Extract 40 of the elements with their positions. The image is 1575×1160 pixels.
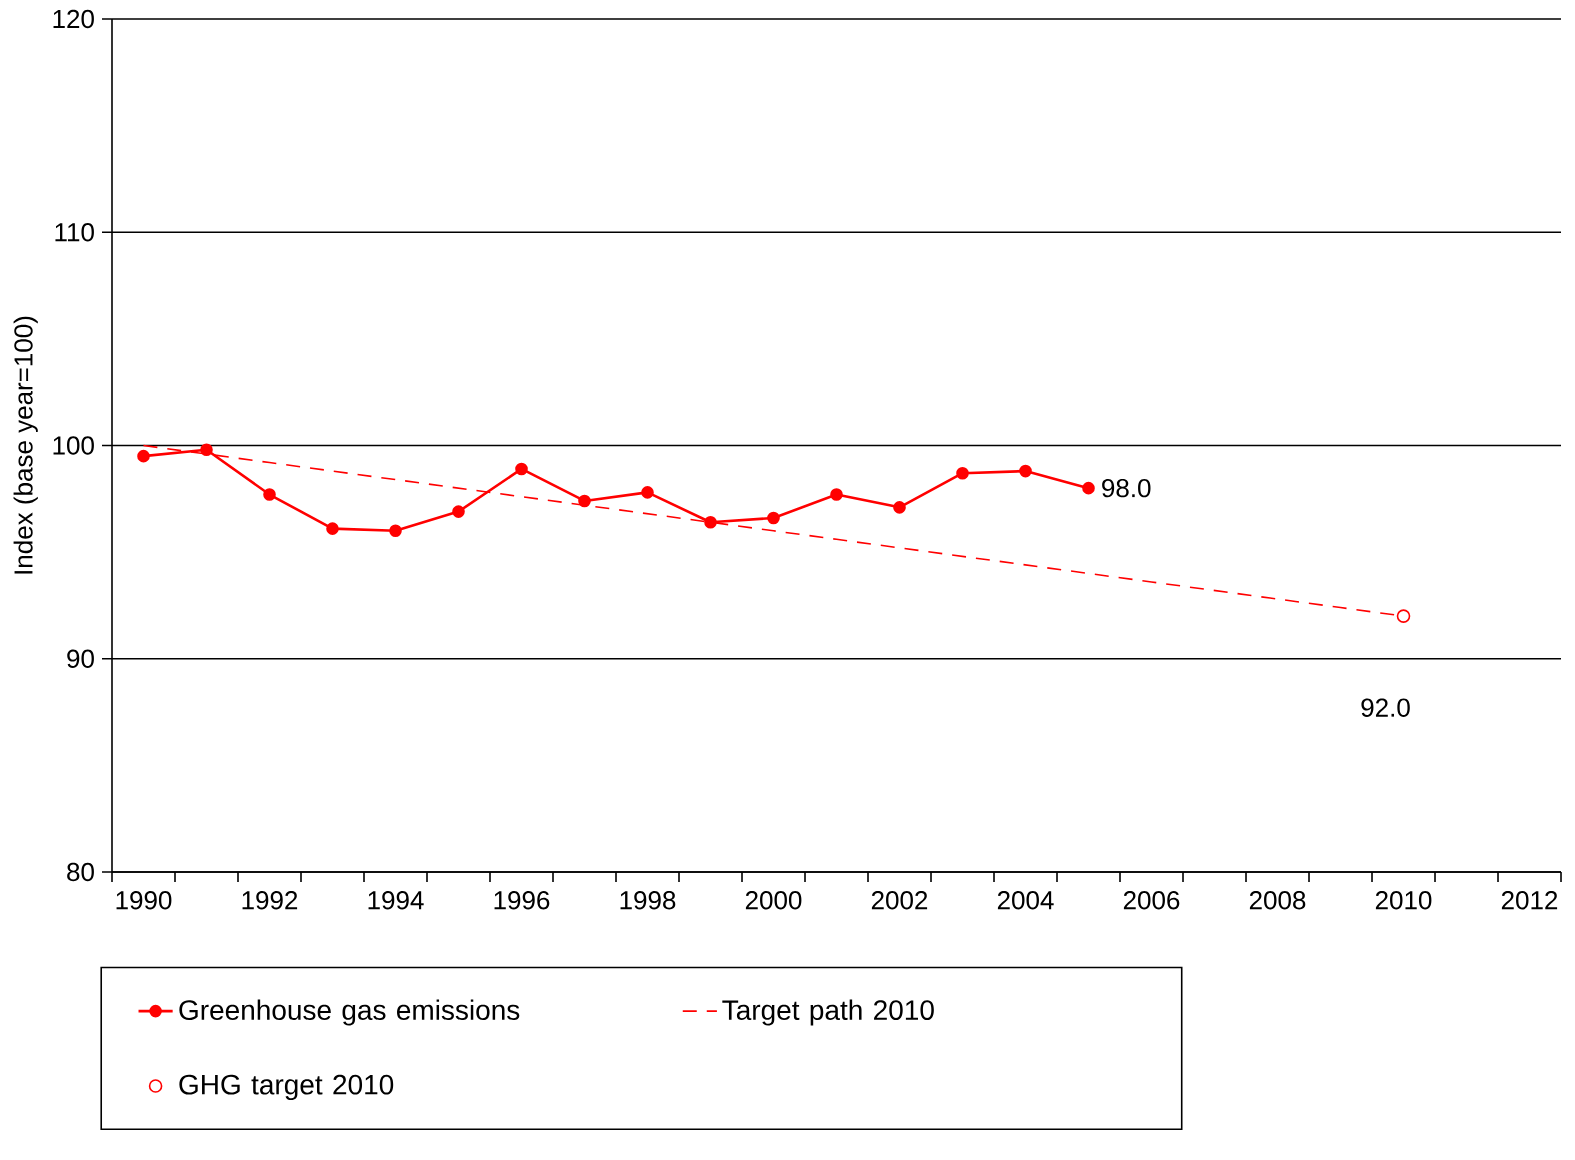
x-tick-label: 2002 — [871, 891, 928, 910]
point — [641, 486, 654, 499]
y-tick-label: 110 — [55, 223, 94, 242]
x-tick-label: 2006 — [1123, 891, 1180, 910]
x-tick-label: 1990 — [116, 891, 172, 910]
x-tick-label: 2012 — [1501, 891, 1558, 910]
annotation: 98.0 — [1102, 478, 1151, 498]
x-tick-label: 2004 — [997, 891, 1054, 910]
x-tick-label: 1992 — [242, 891, 298, 910]
x-tick-label: 2010 — [1375, 891, 1432, 910]
y-axis-title: Index (base year=100) — [13, 316, 38, 574]
point — [515, 462, 528, 476]
point — [830, 488, 843, 501]
legend-label: Greenhouse gas emissions — [179, 999, 520, 1026]
point — [578, 494, 591, 508]
point — [893, 501, 906, 514]
legend-label: Target path 2010 — [722, 999, 934, 1026]
y-tick-label: 90 — [67, 649, 94, 668]
point — [1019, 464, 1032, 478]
y-tick-label: 80 — [67, 862, 94, 882]
annotation: 92.0 — [1361, 698, 1410, 717]
x-tick-label: 1996 — [494, 891, 550, 910]
point — [767, 511, 780, 525]
legend-label: GHG target 2010 — [179, 1074, 394, 1101]
point — [1082, 481, 1095, 495]
x-tick-label: 2008 — [1249, 891, 1306, 910]
x-tick-label: 2000 — [745, 891, 802, 910]
y-tick-label: 100 — [53, 436, 94, 455]
y-tick-label: 120 — [53, 9, 94, 29]
point — [452, 505, 465, 518]
point — [1396, 609, 1411, 623]
point — [137, 449, 150, 463]
point — [956, 466, 969, 480]
point — [200, 443, 213, 457]
point — [263, 488, 276, 501]
x-tick-label: 1994 — [368, 891, 424, 910]
point — [326, 522, 339, 535]
point — [704, 515, 717, 529]
x-tick-label: 1998 — [620, 891, 676, 910]
point — [389, 524, 402, 538]
